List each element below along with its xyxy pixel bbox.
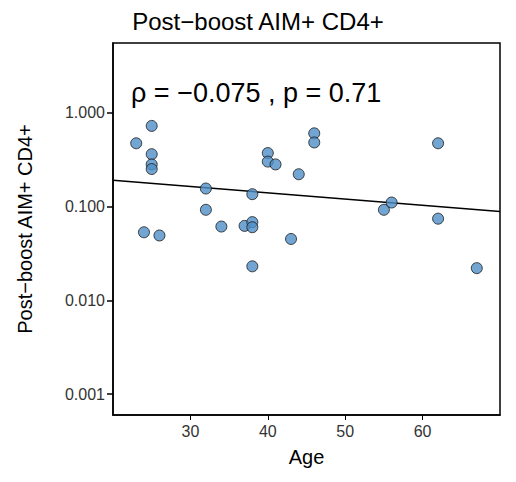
svg-text:ρ = −0.075 , p = 0.71: ρ = −0.075 , p = 0.71 (131, 78, 381, 108)
svg-text:Age: Age (289, 446, 325, 468)
svg-text:1.000: 1.000 (65, 104, 105, 121)
svg-text:Post−boost AIM+ CD4+: Post−boost AIM+ CD4+ (14, 124, 36, 334)
svg-text:30: 30 (182, 423, 200, 440)
svg-text:60: 60 (414, 423, 432, 440)
svg-text:0.001: 0.001 (65, 386, 105, 403)
svg-text:0.100: 0.100 (65, 198, 105, 215)
svg-text:50: 50 (336, 423, 354, 440)
svg-text:40: 40 (259, 423, 277, 440)
svg-text:Post−boost AIM+ CD4+: Post−boost AIM+ CD4+ (132, 8, 383, 35)
svg-text:0.010: 0.010 (65, 292, 105, 309)
